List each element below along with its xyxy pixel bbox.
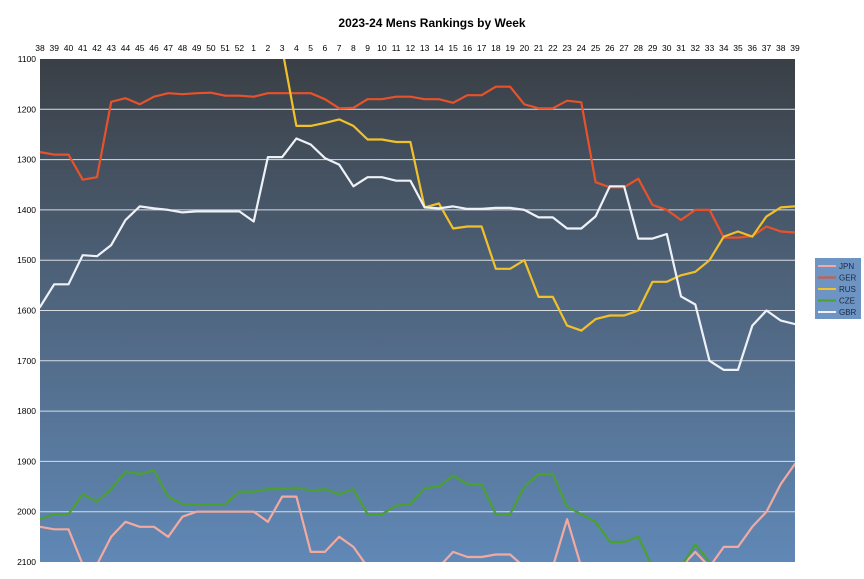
x-tick-label: 4 <box>294 43 299 53</box>
y-tick-label: 1700 <box>17 356 36 366</box>
x-tick-label: 1 <box>251 43 256 53</box>
x-tick-label: 50 <box>206 43 216 53</box>
x-tick-label: 44 <box>121 43 131 53</box>
legend-label-ger: GER <box>839 274 857 283</box>
series-line-rus <box>282 59 795 332</box>
x-tick-label: 39 <box>790 43 800 53</box>
x-tick-label: 46 <box>149 43 159 53</box>
y-tick-label: 1500 <box>17 255 36 265</box>
x-tick-label: 38 <box>776 43 786 53</box>
x-tick-label: 36 <box>748 43 758 53</box>
legend-label-jpn: JPN <box>839 262 854 271</box>
x-tick-label: 52 <box>235 43 245 53</box>
x-tick-label: 7 <box>337 43 342 53</box>
series-line-ger <box>40 85 795 239</box>
legend: JPN GER RUS CZE GBR <box>815 258 861 319</box>
y-tick-label: 2100 <box>17 557 36 567</box>
x-tick-label: 3 <box>280 43 285 53</box>
x-tick-label: 34 <box>719 43 729 53</box>
x-tick-label: 28 <box>634 43 644 53</box>
series-line-jpn <box>40 462 795 562</box>
x-tick-label: 39 <box>50 43 60 53</box>
x-tick-label: 38 <box>35 43 45 53</box>
x-tick-label: 42 <box>92 43 102 53</box>
x-tick-label: 29 <box>648 43 658 53</box>
legend-label-cze: CZE <box>839 297 855 306</box>
x-tick-label: 20 <box>520 43 530 53</box>
y-tick-label: 1400 <box>17 205 36 215</box>
x-tick-label: 14 <box>434 43 444 53</box>
x-tick-label: 13 <box>420 43 430 53</box>
x-tick-label: 16 <box>463 43 473 53</box>
x-tick-label: 35 <box>733 43 743 53</box>
series-line-cze <box>40 469 713 562</box>
series-lines <box>40 59 795 562</box>
x-tick-label: 5 <box>308 43 313 53</box>
chart-title: 2023-24 Mens Rankings by Week <box>338 16 526 30</box>
x-tick-label: 33 <box>705 43 715 53</box>
y-tick-label: 2000 <box>17 507 36 517</box>
x-tick-label: 21 <box>534 43 544 53</box>
x-tick-label: 2 <box>266 43 271 53</box>
x-tick-label: 32 <box>691 43 701 53</box>
x-tick-label: 27 <box>619 43 629 53</box>
x-tick-label: 8 <box>351 43 356 53</box>
x-tick-label: 49 <box>192 43 202 53</box>
x-tick-label: 45 <box>135 43 145 53</box>
x-tick-label: 51 <box>220 43 230 53</box>
legend-label-rus: RUS <box>839 285 856 294</box>
x-tick-label: 24 <box>577 43 587 53</box>
x-tick-label: 19 <box>505 43 515 53</box>
y-tick-label: 1100 <box>18 54 37 64</box>
y-tick-label: 1900 <box>17 456 36 466</box>
x-tick-label: 17 <box>477 43 487 53</box>
x-tick-label: 26 <box>605 43 615 53</box>
x-tick-label: 31 <box>676 43 686 53</box>
x-tick-label: 48 <box>178 43 188 53</box>
y-axis: 1100 1200 1300 1400 1500 1600 1700 1800 1900 2000… <box>17 54 36 567</box>
x-tick-label: 40 <box>64 43 74 53</box>
legend-label-gbr: GBR <box>839 308 857 317</box>
y-tick-label: 1800 <box>17 406 36 416</box>
x-tick-label: 11 <box>392 43 401 53</box>
x-tick-label: 18 <box>491 43 501 53</box>
x-tick-label: 43 <box>106 43 116 53</box>
y-tick-label: 1300 <box>17 155 36 165</box>
x-tick-label: 6 <box>323 43 328 53</box>
x-tick-label: 47 <box>163 43 173 53</box>
x-tick-label: 30 <box>662 43 672 53</box>
x-tick-label: 22 <box>548 43 558 53</box>
x-tick-label: 12 <box>406 43 416 53</box>
x-tick-label: 25 <box>591 43 601 53</box>
x-tick-label: 10 <box>377 43 387 53</box>
x-tick-label: 15 <box>448 43 458 53</box>
x-tick-label: 37 <box>762 43 772 53</box>
x-tick-label: 41 <box>78 43 88 53</box>
x-axis: 38 39 40 41 42 43 44 45 46 47 48 49 50 51 52 1 2 3 4 5 6 7 8 9 1… <box>35 43 800 53</box>
x-tick-label: 9 <box>365 43 370 53</box>
series-line-gbr <box>40 137 795 371</box>
y-tick-label: 1600 <box>17 306 36 316</box>
y-tick-label: 1200 <box>17 104 36 114</box>
x-tick-label: 23 <box>562 43 572 53</box>
